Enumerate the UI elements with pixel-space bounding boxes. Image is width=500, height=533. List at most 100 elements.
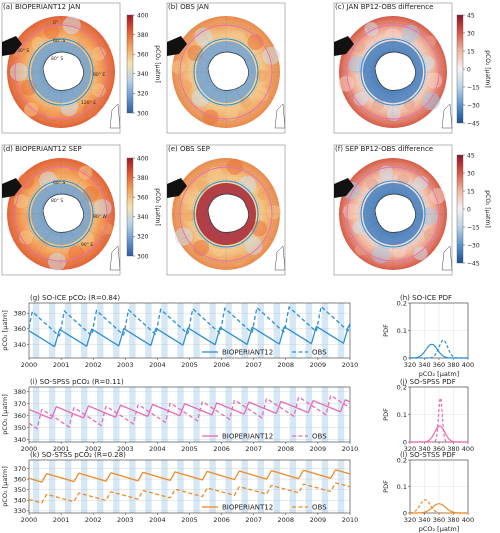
season-band [177, 460, 184, 513]
map-title: (d) BIOPERIANT12 SEP [3, 145, 82, 153]
season-band [257, 460, 264, 513]
graticule-label: 90° W [93, 214, 107, 220]
season-band [97, 303, 104, 358]
graticule-label: 80° S [51, 198, 63, 204]
map-panels: (a) BIOPERIANT12 JAN 60° S 90° E 120° E 80° … [1, 2, 491, 276]
field-patch [45, 106, 58, 119]
season-band [161, 387, 168, 442]
field-patch [10, 63, 28, 81]
x-tick-label: 2001 [53, 445, 70, 453]
graticule-meridian [364, 165, 422, 263]
x-tick-label: 2008 [278, 516, 295, 524]
season-band [257, 303, 264, 358]
map-panel: (b) OBS JAN [166, 2, 286, 134]
timeseries-panel: 340 350 360 370 380 2000 2001 2002 2003 2004 2005 2… [1, 378, 358, 453]
season-band [81, 460, 88, 513]
y-tick-label: 370 [14, 400, 26, 408]
x-tick-label: 2008 [278, 361, 295, 369]
season-band [209, 303, 216, 358]
field-patch [354, 243, 367, 256]
field-patch [19, 213, 32, 226]
season-band [193, 303, 200, 358]
panel-title: (k) SO-STSS pCO₂ (R=0.28) [30, 451, 126, 459]
y-tick-label: 330 [14, 507, 26, 515]
graticule-meridian [344, 43, 442, 101]
season-band [161, 460, 168, 513]
graticule-label: 120° E [81, 100, 96, 106]
map-panel: (a) BIOPERIANT12 JAN 60° S 90° E 120° E 80° … [1, 2, 121, 134]
australia-landmass [274, 103, 286, 129]
colorbar-tick-label: 300 [137, 253, 149, 260]
colorbar-tick-label: 360 [137, 195, 149, 202]
colorbar-label: pCO₂ [µatm] [484, 190, 491, 227]
graticule-label: 60° S [53, 38, 65, 44]
colorbar-bar [126, 14, 134, 114]
season-band [48, 303, 56, 358]
plot-frame [28, 386, 351, 443]
season-band [145, 460, 152, 513]
graticule-label: 0° [53, 20, 58, 26]
south-america-landmass [167, 178, 187, 198]
y-tick-label: 340 [14, 436, 26, 444]
graticule-meridian [197, 23, 255, 121]
map-panel: (e) OBS SEP [166, 144, 286, 276]
field-patch [194, 27, 213, 46]
season-band [321, 460, 329, 513]
field-patch [255, 69, 268, 82]
timeseries-panel: 340 360 380 2000 2001 2002 2003 2004 2005 2006 200… [1, 294, 358, 369]
season-band [337, 387, 345, 442]
plot-frame [28, 459, 351, 514]
colorbar-bar [456, 14, 464, 124]
y-axis-label: pCO₂ [µatm] [1, 310, 9, 351]
map-title: (a) BIOPERIANT12 JAN [3, 3, 80, 11]
colorbar-tick-label: 0 [467, 206, 471, 213]
season-band [48, 460, 56, 513]
season-band [337, 460, 345, 513]
x-tick-label: 2004 [149, 516, 166, 524]
season-band [97, 387, 104, 442]
graticule-label: 90° E [93, 72, 105, 78]
field-patch [18, 173, 35, 190]
series-line [28, 398, 351, 420]
graticule-meridian [177, 185, 275, 243]
panel-title: (h) SO-ICE PDF [400, 294, 452, 302]
season-band [273, 303, 281, 358]
field-patch [208, 166, 223, 181]
australia-landmass [109, 103, 121, 129]
field-patch [36, 239, 49, 252]
legend-label: OBS [312, 433, 327, 441]
south-america-landmass [2, 36, 22, 56]
map-title: (f) SEP BP12-OBS difference [335, 145, 433, 153]
x-tick-label: 400 [462, 445, 474, 453]
season-band [129, 303, 136, 358]
australia-landmass [274, 245, 286, 271]
series-line [28, 394, 351, 430]
graticule-meridian [12, 185, 110, 243]
graticule-meridian [32, 165, 90, 263]
legend: BIOPERIANT12 OBS [202, 349, 327, 357]
legend-label: BIOPERIANT12 [222, 504, 273, 512]
field-patch [20, 79, 37, 96]
y-tick-label: 340 [14, 341, 26, 349]
season-band [129, 460, 136, 513]
pdf-curve [410, 343, 468, 359]
australia-landmass [441, 103, 453, 129]
season-band [193, 387, 200, 442]
antarctica-landmass [374, 51, 416, 91]
x-tick-label: 2009 [310, 445, 327, 453]
x-tick-label: 380 [447, 516, 459, 524]
graticule-meridian [32, 23, 90, 121]
x-tick-label: 380 [447, 445, 459, 453]
colorbar-pco2-jan: 400 380 360 340 320 300 pCO₂ [µatm] [126, 12, 161, 117]
x-tick-label: 360 [433, 516, 445, 524]
x-tick-label: 400 [462, 516, 474, 524]
graticule-meridian [364, 165, 422, 263]
y-tick-label: 360 [14, 412, 26, 420]
pdf-curve [410, 396, 468, 443]
panel-title: (g) SO-ICE pCO₂ (R=0.84) [30, 294, 120, 302]
map-title: (c) JAN BP12-OBS difference [335, 3, 433, 11]
series-line [28, 325, 351, 348]
australia-landmass [109, 245, 121, 271]
season-band [64, 303, 72, 358]
